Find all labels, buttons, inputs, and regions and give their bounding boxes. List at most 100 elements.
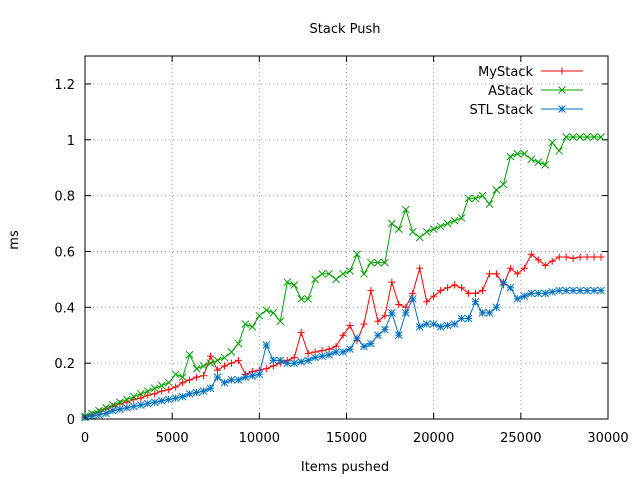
legend-swatch-marker [558, 67, 566, 75]
data-point [555, 253, 563, 261]
data-point [583, 133, 591, 141]
x-tick-label: 5000 [156, 431, 189, 446]
data-point [562, 133, 571, 141]
data-point [213, 356, 222, 365]
data-point [136, 401, 145, 409]
data-point [569, 254, 577, 262]
data-point [513, 295, 522, 303]
data-point [227, 376, 236, 384]
data-point [199, 362, 208, 370]
data-point [172, 383, 180, 391]
data-point [527, 155, 536, 164]
data-point [492, 270, 500, 278]
data-point [227, 348, 236, 356]
data-point [576, 133, 584, 141]
data-point [534, 256, 542, 264]
data-point [465, 289, 473, 297]
data-point [150, 384, 159, 393]
data-point [422, 228, 431, 236]
data-point [318, 352, 326, 361]
data-point [227, 359, 235, 367]
data-point [179, 379, 187, 387]
data-point [569, 286, 577, 295]
data-point [116, 405, 124, 414]
data-point [506, 152, 515, 161]
x-tick-label: 10000 [239, 431, 280, 446]
data-point [485, 270, 493, 278]
data-point [297, 357, 306, 366]
data-point [541, 289, 550, 298]
data-point [527, 250, 535, 258]
data-point [576, 253, 584, 261]
data-point [583, 286, 591, 295]
chart-title: Stack Push [310, 22, 381, 37]
data-point [436, 222, 445, 231]
data-point [178, 392, 187, 401]
data-point [262, 306, 271, 314]
data-point [464, 194, 473, 203]
data-point [450, 216, 459, 225]
data-point [332, 348, 340, 356]
data-point [374, 258, 382, 267]
data-point [436, 323, 445, 331]
y-tick-label: 0.4 [54, 301, 75, 316]
data-point [506, 264, 514, 272]
data-point [164, 378, 173, 387]
data-point [346, 345, 354, 354]
axes: 0 5000 10000 15000 20000 25000 30000 0 0.2 0.4 0.6… [54, 56, 629, 446]
data-point [520, 149, 529, 158]
data-point [499, 278, 508, 287]
data-point [374, 317, 382, 325]
series-stl-stack [81, 278, 605, 422]
data-point [185, 350, 194, 359]
data-point [269, 309, 278, 317]
data-point [478, 287, 486, 295]
data-point [129, 402, 138, 411]
data-point [339, 348, 347, 356]
data-point [394, 225, 403, 233]
data-point [450, 320, 459, 328]
data-point [464, 314, 473, 323]
data-point [541, 161, 550, 169]
data-point [339, 269, 347, 278]
data-point [185, 390, 194, 398]
data-point [290, 359, 299, 368]
data-point [395, 301, 403, 309]
data-point [122, 395, 131, 404]
data-point [165, 386, 173, 394]
x-tick-label: 15000 [326, 431, 367, 446]
data-point [102, 409, 110, 418]
data-point [408, 228, 417, 236]
data-point [520, 264, 528, 272]
data-point [499, 180, 508, 189]
data-point [95, 410, 103, 419]
x-tick-label: 0 [81, 431, 89, 446]
data-point [178, 373, 187, 381]
legend-swatch-marker [558, 105, 566, 113]
data-point [534, 289, 543, 298]
data-point [262, 341, 271, 349]
data-point [381, 312, 389, 320]
data-point [199, 387, 208, 395]
data-point [583, 253, 591, 261]
data-point [171, 394, 180, 402]
data-point [151, 390, 159, 398]
x-axis-label: Items pushed [301, 460, 389, 475]
data-point [158, 387, 166, 395]
y-tick-label: 0.8 [54, 190, 75, 205]
data-point [367, 287, 375, 295]
data-point [387, 219, 396, 228]
data-point [444, 284, 452, 292]
y-axis-label: ms [7, 230, 22, 250]
data-point [597, 286, 605, 295]
data-point [429, 320, 438, 328]
data-point [562, 253, 570, 261]
y-tick-label: 0.2 [54, 357, 75, 372]
data-point [346, 267, 354, 275]
data-point [283, 278, 292, 287]
data-point [332, 275, 340, 284]
data-point [555, 286, 564, 295]
data-point [478, 309, 487, 317]
data-point [492, 186, 501, 194]
data-point [430, 292, 438, 300]
